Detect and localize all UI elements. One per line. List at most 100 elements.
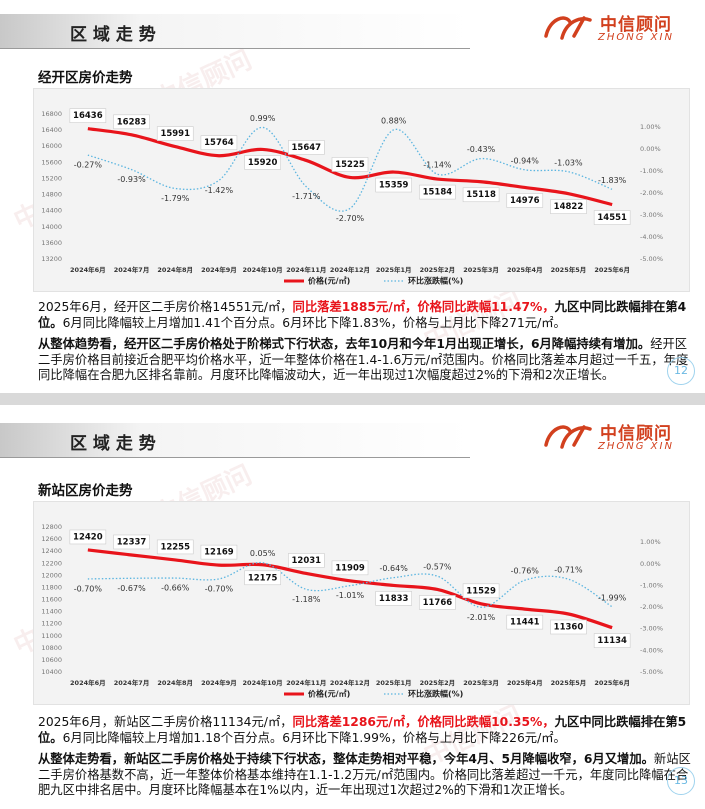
y2-tick-label: -3.00% (640, 625, 663, 633)
text: 6月同比降幅较上月增加1.41个百分点。6月环比下降1.83%，价格与上月比下降… (62, 315, 566, 330)
value-label: -1.01% (336, 591, 365, 600)
value-label: 16436 (73, 111, 103, 121)
y2-tick-label: -1.00% (640, 167, 663, 175)
y-tick-label: 10800 (41, 644, 62, 652)
paragraph: 从整体走势看，新站区二手房价格处于持续下行状态，整体走势相对平稳，今年4月、5月… (38, 752, 692, 799)
legend-label: 环比涨跌幅(%) (408, 689, 463, 699)
logo: 中信顾问 (600, 424, 672, 444)
text: 6月同比降幅较上月增加1.18个百分点。6月环比下降1.99%，价格与上月比下降… (62, 730, 566, 745)
value-label: -0.64% (380, 564, 409, 573)
label-box (419, 595, 456, 610)
value-label: -1.18% (292, 595, 321, 604)
logo-mark (544, 425, 592, 449)
paragraph: 2025年6月，新站区二手房价格11134元/㎡，同比落差1286元/㎡，价格同… (38, 715, 692, 746)
logo-en: ZHONG XIN (598, 32, 674, 43)
value-label: 15647 (292, 143, 322, 153)
y-tick-label: 12600 (41, 535, 62, 543)
y2-tick-label: 1.00% (640, 538, 661, 546)
value-label: 12337 (117, 537, 147, 547)
x-tick-label: 2025年3月 (463, 265, 499, 274)
x-tick-label: 2024年6月 (70, 265, 106, 274)
x-tick-label: 2025年1月 (376, 265, 412, 274)
y-tick-label: 16000 (41, 142, 62, 150)
value-label: 15118 (466, 190, 496, 200)
x-tick-label: 2024年8月 (157, 678, 193, 687)
value-label: 11441 (510, 618, 540, 628)
x-tick-label: 2024年12月 (330, 265, 370, 274)
label-box (200, 544, 238, 560)
value-label: 14551 (597, 213, 627, 223)
value-label: -1.71% (292, 192, 321, 201)
y-tick-label: 16800 (41, 110, 62, 118)
y-tick-label: 15600 (41, 158, 62, 166)
x-tick-label: 2024年11月 (286, 265, 326, 274)
series-line (87, 127, 613, 207)
value-label: -1.83% (598, 176, 627, 185)
y2-tick-label: 1.00% (640, 123, 661, 131)
series-line (87, 126, 613, 212)
value-label: -1.03% (554, 158, 583, 167)
page-number: 13 (667, 767, 695, 795)
x-tick-label: 2024年11月 (286, 678, 326, 687)
label-box (244, 570, 281, 586)
chart: 10400 10600 10800 11000 11200 11400 11600 11800… (41, 523, 663, 699)
label-box (462, 583, 500, 599)
value-label: -0.27% (74, 161, 103, 170)
label-box (462, 187, 500, 203)
y2-tick-label: 0.00% (640, 145, 661, 153)
label-box (113, 534, 150, 550)
series-line (87, 562, 613, 608)
value-label: -0.57% (423, 563, 452, 572)
value-label: 0.99% (250, 114, 276, 123)
value-label: 12031 (292, 556, 322, 566)
x-tick-label: 2024年9月 (201, 265, 237, 274)
subtitle: 经开区房价走势 (38, 70, 133, 86)
value-label: -1.99% (598, 593, 627, 602)
x-tick-label: 2025年5月 (551, 678, 587, 687)
page-number: 12 (667, 357, 695, 385)
label-box (506, 614, 544, 630)
label-box (200, 135, 238, 151)
y-tick-label: 12400 (41, 547, 62, 555)
value-label: 15920 (248, 158, 278, 168)
y2-tick-label: 0.00% (640, 560, 661, 568)
y-tick-label: 10600 (41, 656, 62, 664)
value-label: 11766 (423, 598, 453, 608)
label-box (156, 539, 194, 555)
value-label: 15991 (160, 129, 190, 139)
logo: 中信顾问 (600, 15, 672, 35)
label-box (375, 591, 412, 606)
value-label: -0.66% (161, 584, 190, 593)
value-label: -0.93% (117, 175, 146, 184)
value-label: -2.01% (467, 613, 496, 622)
header-bar: 区 域 走 势 (0, 14, 470, 49)
logo-mark (544, 16, 592, 40)
x-tick-label: 2024年7月 (114, 265, 150, 274)
y-tick-label: 12800 (41, 523, 62, 531)
label-box (550, 619, 587, 635)
label-box (506, 193, 544, 208)
value-label: -1.42% (205, 186, 234, 195)
value-label: -0.70% (74, 584, 103, 593)
x-tick-label: 2025年5月 (551, 265, 587, 274)
x-tick-label: 2025年6月 (594, 265, 630, 274)
y-tick-label: 11000 (41, 632, 62, 640)
legend-label: 价格(元/㎡) (308, 276, 350, 286)
value-label: -2.70% (336, 214, 365, 223)
x-tick-label: 2024年7月 (114, 678, 150, 687)
x-tick-label: 2024年10月 (243, 678, 283, 687)
y-tick-label: 16400 (41, 126, 62, 134)
y-tick-label: 10400 (41, 668, 62, 676)
label-box (288, 553, 325, 568)
x-tick-label: 2024年12月 (330, 678, 370, 687)
y-tick-label: 12000 (41, 571, 62, 579)
value-label: 11360 (554, 623, 584, 633)
header-title: 区 域 走 势 (70, 434, 156, 454)
x-tick-label: 2025年1月 (376, 678, 412, 687)
label-box (113, 114, 150, 130)
logo-en: ZHONG XIN (598, 441, 674, 452)
bold-text: 九区中同比跌幅排在第5位。 (38, 715, 687, 745)
label-box (593, 633, 631, 648)
label-box (593, 210, 631, 225)
